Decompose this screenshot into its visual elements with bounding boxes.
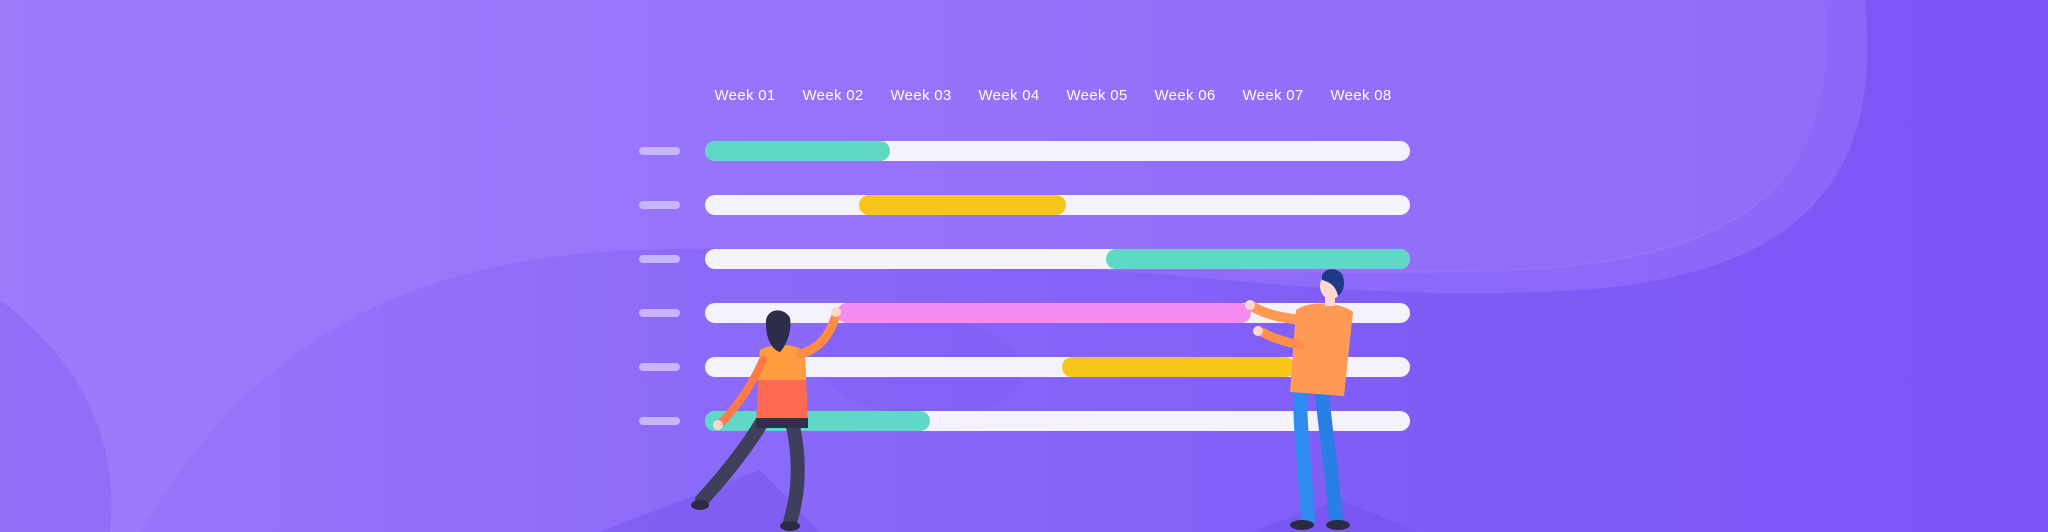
timeline-track: [705, 141, 1410, 161]
week-label-3: Week 03: [890, 87, 952, 104]
week-label-1: Week 01: [714, 87, 776, 104]
man-figure: [1245, 269, 1353, 530]
timeline-track: [705, 303, 1410, 323]
task-bar[interactable]: [705, 141, 891, 161]
row-label-placeholder: [639, 309, 680, 317]
week-label-7: Week 07: [1242, 87, 1304, 104]
week-label-6: Week 06: [1154, 87, 1216, 104]
timeline-track: [705, 195, 1410, 215]
week-label-5: Week 05: [1066, 87, 1128, 104]
timeline-track: [705, 357, 1410, 377]
row-label-placeholder: [639, 147, 680, 155]
week-label-8: Week 08: [1330, 87, 1392, 104]
timeline-track: [705, 249, 1410, 269]
row-label-placeholder: [639, 255, 680, 263]
row-label-placeholder: [639, 417, 680, 425]
week-label-2: Week 02: [802, 87, 864, 104]
row-label-placeholder: [639, 363, 680, 371]
task-bar[interactable]: [837, 303, 1252, 323]
task-bar[interactable]: [859, 195, 1067, 215]
woman-figure: [691, 307, 841, 531]
task-bar[interactable]: [1105, 249, 1410, 269]
task-bar[interactable]: [1061, 357, 1296, 377]
week-label-4: Week 04: [978, 87, 1040, 104]
row-label-placeholder: [639, 201, 680, 209]
